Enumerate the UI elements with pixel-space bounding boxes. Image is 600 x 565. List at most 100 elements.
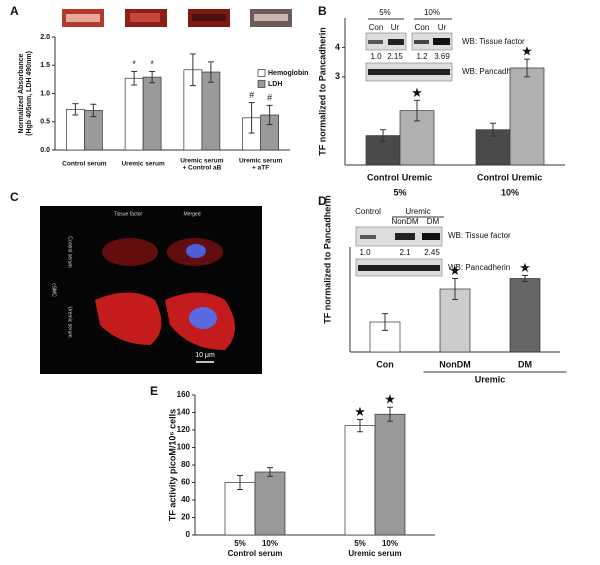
significance-marker: ★ <box>354 404 366 419</box>
error-bar <box>90 103 97 118</box>
x-tick-label: Uremic serum + Control aB <box>180 157 224 171</box>
blot-column: Uremic <box>405 207 430 216</box>
panel-letter: B <box>318 4 327 18</box>
y-tick-label: 20 <box>181 513 190 522</box>
y-tick-label: 80 <box>181 460 190 469</box>
group-label: Control serum <box>228 549 283 558</box>
significance-marker: * <box>150 59 154 69</box>
x-tick-label: NonDM <box>439 359 471 369</box>
y-axis-title: TF normalized to Pancadherin <box>317 27 327 156</box>
y-tick-label: 0.0 <box>40 147 50 154</box>
blot-ratio: 2.15 <box>387 52 403 61</box>
error-bar <box>522 275 528 282</box>
y-tick-label: 100 <box>177 443 191 452</box>
y-tick-label: 140 <box>177 408 191 417</box>
blot-band-label: WB: Tissue factor <box>462 37 525 46</box>
blot-ratio: 2.45 <box>424 248 440 257</box>
group-label: Uremic <box>475 374 506 384</box>
bar <box>124 77 144 151</box>
legend-swatch <box>257 69 266 77</box>
y-tick-label: 160 <box>177 390 191 399</box>
error-bar <box>414 99 420 122</box>
error-bar <box>207 61 214 83</box>
bar <box>509 67 545 166</box>
scale-bar-label: 10 μm <box>195 352 215 359</box>
significance-marker: ★ <box>521 44 533 59</box>
bar <box>224 482 256 536</box>
blot-lane: DM <box>427 217 440 226</box>
group-label: 5% <box>393 187 406 197</box>
y-axis-title: TF normalized to Pancadherin <box>322 195 332 324</box>
x-tick-label: 10% <box>382 539 398 548</box>
error-bar <box>248 102 255 134</box>
error-bar <box>387 406 393 422</box>
tube-photos <box>62 9 292 27</box>
x-tick-label: Uremic <box>402 172 433 182</box>
y-tick-label: 60 <box>181 478 190 487</box>
error-bar <box>380 129 386 142</box>
significance-marker: ★ <box>449 263 461 278</box>
y-axis-title: Normalized Absorbance(Hgb 405nm, LDH 490… <box>18 51 33 136</box>
blot-ratio: 1.0 <box>359 248 371 257</box>
bar <box>201 71 221 151</box>
bar <box>254 471 286 536</box>
significance-marker: # <box>249 90 254 100</box>
y-axis-title: TF activity picoM/10⁶ cells <box>167 409 177 521</box>
western-blot-inset: Control Uremic NonDM DM 1.0 2.1 2.45 WB:… <box>355 207 511 277</box>
y-tick-label: 1.5 <box>40 62 50 69</box>
image-column: Tissue factor <box>114 211 143 217</box>
blot-band-label: WB: Tissue factor <box>448 231 511 240</box>
error-bar <box>72 103 79 116</box>
error-bar <box>490 122 496 137</box>
bar <box>344 425 376 536</box>
x-tick-label: Control serum <box>62 161 107 168</box>
x-tick-label: Control <box>367 172 399 182</box>
bar <box>142 76 162 151</box>
error-bar <box>149 70 156 84</box>
blot-band-label: WB: Pancadherin <box>448 263 510 272</box>
x-tick-label: Uremic <box>512 172 543 182</box>
panel-letter: D <box>318 194 327 208</box>
group-label: 10% <box>501 187 519 197</box>
bar <box>374 413 406 536</box>
legend-swatch <box>257 80 266 88</box>
significance-marker: # <box>267 93 272 103</box>
x-tick-label: Con <box>376 359 394 369</box>
blot-ratio: 1.0 <box>370 52 382 61</box>
blot-lane: Con <box>415 23 430 32</box>
significance-marker: * <box>132 59 136 69</box>
group-label: Uremic serum <box>348 549 401 558</box>
y-tick-label: 3 <box>335 71 340 81</box>
x-tick-label: 5% <box>354 539 366 548</box>
western-blot-inset: 5% 10% Con Ur Con Ur 1.0 2.15 1.2 3.69 W… <box>362 8 525 84</box>
image-row: Uremic serum <box>67 306 73 337</box>
image-row: Control serum <box>67 236 73 267</box>
error-bar <box>267 467 273 477</box>
significance-marker: ★ <box>519 260 531 275</box>
error-bar <box>524 58 530 78</box>
y-tick-label: 0.5 <box>40 119 50 126</box>
microscopy-image: Tissue factor Merged Control serum Uremi… <box>40 206 262 374</box>
blot-ratio: 3.69 <box>434 52 450 61</box>
error-bar <box>382 313 388 331</box>
y-tick-label: 120 <box>177 425 191 434</box>
blot-lane: Ur <box>391 23 400 32</box>
significance-marker: ★ <box>411 85 423 100</box>
blot-ratio: 2.1 <box>399 248 411 257</box>
panel-letter: A <box>10 4 19 18</box>
x-tick-label: Uremic serum + aTF <box>239 157 283 171</box>
blot-band-label: WB: Pancadherin <box>462 67 524 76</box>
significance-marker: ★ <box>384 392 396 407</box>
x-tick-label: DM <box>518 359 532 369</box>
x-tick-label: Uremic serum <box>121 161 165 168</box>
blot-column: 5% <box>379 8 391 17</box>
x-tick-label: Control <box>477 172 509 182</box>
y-tick-label: 2.0 <box>40 34 50 41</box>
legend-label: Hemoglobin <box>268 70 308 77</box>
image-side-label: cSMC <box>51 283 57 297</box>
blot-column: 10% <box>424 8 440 17</box>
error-bar <box>266 104 273 126</box>
blot-lane: NonDM <box>391 217 418 226</box>
y-tick-label: 0 <box>186 530 191 539</box>
